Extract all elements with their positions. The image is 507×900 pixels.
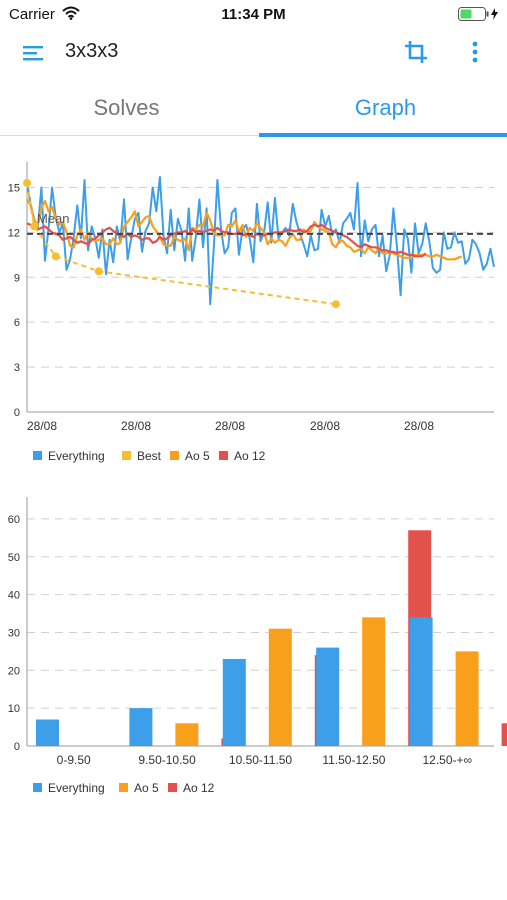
y-tick-label: 6 [14,317,20,329]
x-tick-label: 28/08 [310,419,340,433]
x-tick-label: 0-9.50 [57,753,91,767]
legend-swatch [170,451,179,460]
bar [129,708,153,746]
series-line-best [26,182,337,306]
x-tick-label: 11.50-12.50 [322,753,385,767]
y-tick-label: 12 [8,227,20,239]
page-title: 3x3x3 [65,40,119,62]
clock: 11:34 PM [221,6,286,23]
bar [175,723,199,746]
legend-label: Ao 12 [183,781,215,795]
best-point [23,178,31,187]
x-tick-label: 12.50-+∞ [423,753,473,767]
legend-label: Ao 5 [134,781,159,795]
tab-solves[interactable]: Solves [93,95,160,120]
legend-swatch [219,451,228,460]
y-tick-label: 20 [8,665,20,677]
tab-graph[interactable]: Graph [354,95,417,120]
more-options-icon[interactable] [462,38,488,66]
y-tick-label: 0 [14,741,20,753]
wifi-icon [62,6,80,20]
best-point [331,300,340,309]
y-tick-label: 60 [8,514,20,526]
best-point [51,252,60,261]
y-tick-label: 40 [8,590,20,602]
legend-label: Best [137,449,162,463]
y-tick-label: 9 [14,272,20,284]
bar [36,719,59,746]
y-tick-label: 50 [8,552,20,564]
x-tick-label: 10.50-11.50 [229,753,292,767]
tab-bar: Solves Graph [0,84,507,138]
series-line-ao12 [26,222,427,258]
legend-label: Everything [48,781,105,795]
series-line-ao5 [26,198,463,261]
y-tick-label: 15 [8,182,20,194]
y-tick-label: 0 [14,407,20,419]
legend-swatch [119,783,128,792]
x-tick-label: 28/08 [215,419,245,433]
y-tick-label: 10 [8,703,20,715]
bar [222,658,246,746]
solve-distribution-bar-chart: 0 10 20 30 40 50 60 0-9.50 9.50-10.50 10.50-11.50… [8,497,507,795]
status-bar: Carrier 11:34 PM [0,0,507,28]
best-point [94,267,103,276]
app-bar: 3x3x3 [0,28,507,80]
y-tick-label: 30 [8,627,20,639]
bar [268,628,292,746]
tab-divider [0,135,507,136]
y-tick-label: 3 [14,362,20,374]
x-tick-label: 9.50-10.50 [138,753,196,767]
legend-swatch [33,451,42,460]
bar [362,617,386,746]
mean-label: Mean [37,211,70,226]
legend-swatch [168,783,177,792]
legend-label: Everything [48,449,105,463]
bar [409,617,433,746]
crop-icon[interactable] [402,38,430,66]
bar [501,723,507,746]
legend-swatch [122,451,131,460]
battery-icon [458,7,498,21]
active-tab-indicator [259,133,507,137]
legend-swatch [33,783,42,792]
best-point [30,222,39,231]
series-line-everything [26,176,495,306]
bar [455,651,479,746]
x-tick-label: 28/08 [121,419,151,433]
carrier-label: Carrier [9,6,55,23]
bar [316,647,340,746]
solve-times-line-chart: 0 3 6 9 12 15 28/08 28/08 28/08 28/08 28/08 Mean Eve… [8,162,495,463]
menu-icon[interactable] [20,40,46,66]
legend-label: Ao 5 [185,449,210,463]
x-tick-label: 28/08 [27,419,57,433]
x-tick-label: 28/08 [404,419,434,433]
legend-label: Ao 12 [234,449,266,463]
